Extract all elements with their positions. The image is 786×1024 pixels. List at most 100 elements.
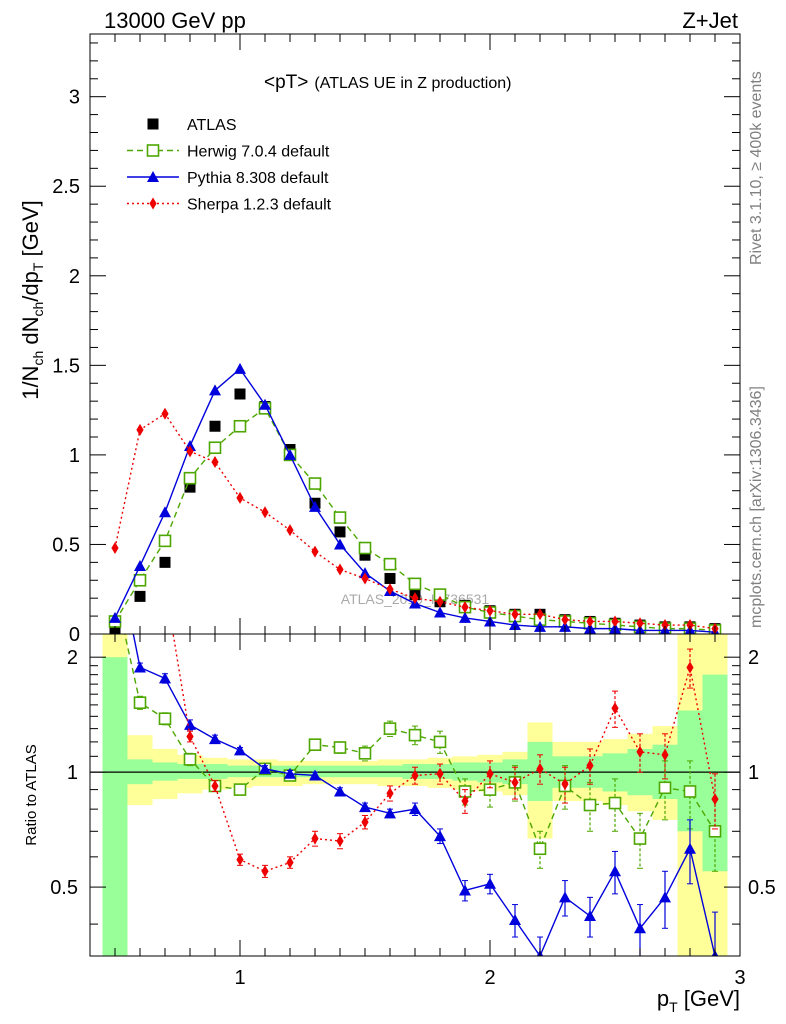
ratio-point [158,712,172,726]
ratio-point [209,733,221,745]
ratio-point [284,767,296,779]
ratio-point [561,778,569,791]
ratio-point [186,730,194,743]
main-point [161,407,169,420]
legend-label: ATLAS [187,117,237,134]
green-band [202,764,228,779]
main-point [334,526,346,538]
x-tick-label: 3 [734,967,745,989]
main-point [361,572,369,585]
ratio-point [536,762,544,775]
main-point [134,590,146,602]
main-point [133,573,147,587]
ratio-point [261,865,269,878]
ratio-point [336,835,344,848]
ratio-point [308,738,322,751]
legend-label: Pythia 8.308 default [187,170,329,187]
main-point [459,611,471,623]
main-point [334,538,346,550]
legend-marker [147,118,159,130]
ratio-point [483,783,497,796]
ratio-series [110,239,722,956]
ratio-ytick-label: 0.5 [50,877,78,899]
main-point [134,559,146,571]
ratio-point [661,748,669,761]
main-point [336,563,344,576]
ratio-point [159,672,171,684]
ratio-point [359,801,371,813]
main-point [234,362,246,374]
ratio-point [110,584,121,595]
ratio-point [684,842,696,854]
ratio-point [634,922,646,934]
rivet-label: Rivet 3.1.10, ≥ 400k events [748,71,765,265]
x-axis-label: pT [GeV] [657,986,740,1015]
main-point [261,506,269,519]
ratio-point [383,722,397,735]
main-point [183,471,197,485]
green-band [177,764,203,779]
legend-label: Sherpa 1.2.3 default [187,197,332,214]
green-band [377,765,403,778]
mcplots-label: mcplots.cern.ch [arXiv:1306.3436] [748,386,765,628]
legend-label: Herwig 7.0.4 default [187,144,330,161]
ratio-ytick-label-right: 2 [748,647,759,669]
ratio-point [333,741,347,754]
ratio-point [384,807,396,819]
ratio-ylabel: Ratio to ATLAS [23,744,40,845]
main-point [284,448,296,460]
ratio-point [459,884,471,896]
ratio-ytick-label-right: 1 [748,762,759,784]
main-point [586,615,594,628]
ratio-ytick-label: 1 [67,762,78,784]
ratio-point [411,769,419,782]
main-ytick-label: 1.5 [52,355,80,377]
ratio-point [584,910,596,922]
ratio-ytick-label: 2 [67,647,78,669]
main-point [309,500,321,512]
main-point [561,613,569,626]
main-point [536,608,544,621]
main-point [259,398,271,410]
green-band [327,765,353,778]
main-point [408,577,422,591]
main-point [359,549,371,561]
ratio-point [636,745,644,758]
ratio-point [233,783,247,796]
main-point [383,557,397,571]
legend: ATLAS Herwig 7.0.4 default Pythia 8.308 de… [127,117,332,214]
main-point [486,604,494,617]
ratio-point [286,856,294,869]
ratio-point [461,795,469,808]
main-point [611,615,619,628]
ratio-point [111,239,118,251]
main-point [211,456,219,469]
ratio-point [409,803,421,815]
ratio-point [309,769,321,781]
main-point [333,511,347,524]
ratio-point [361,816,369,829]
main-point [511,608,519,621]
main-point [234,388,246,400]
green-band [227,765,253,778]
main-point [159,506,171,518]
ratio-point [259,762,271,774]
ratio-point [408,728,422,742]
ratio-point [234,744,246,756]
ratio-point [633,832,647,845]
main-ytick-label: 2.5 [52,176,80,198]
main-ytick-label: 0.5 [52,534,80,556]
main-point [311,545,319,558]
main-point [208,441,222,455]
main-point [209,384,221,396]
ratio-point [659,891,671,903]
ratio-point [183,753,197,766]
ratio-axes: 0.5 0.5 1 1 2 2 1 2 3 [50,633,776,989]
main-ytick-label: 2 [69,266,80,288]
ratio-point [161,578,168,590]
main-point [286,524,294,537]
main-point [386,583,394,596]
ratio-point [559,891,571,903]
main-ylabel: 1/Nch dNch/dpT [GeV] [18,200,46,400]
